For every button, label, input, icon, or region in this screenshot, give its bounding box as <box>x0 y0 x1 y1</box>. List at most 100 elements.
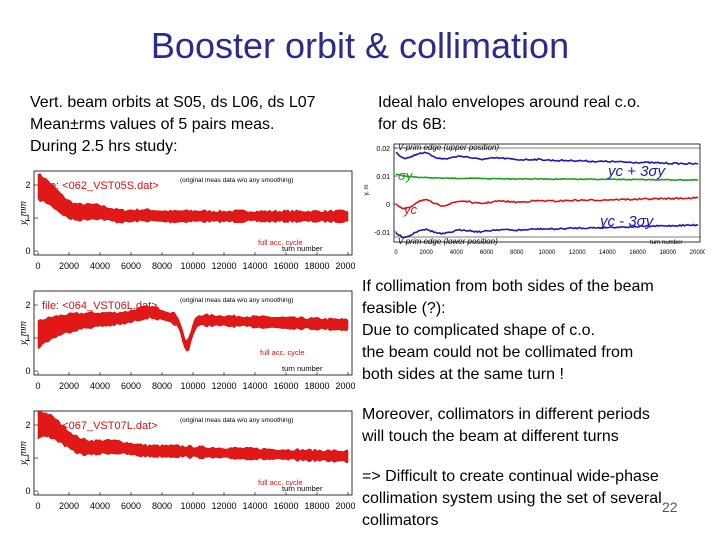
envelope-line <box>395 223 699 239</box>
x-tick-label: 14000 <box>242 501 267 511</box>
x-tick-label: 10000 <box>180 501 205 511</box>
minus-label: yc - 3σy <box>599 213 655 230</box>
paragraph-line: If collimation from both sides of the be… <box>362 278 654 295</box>
y-tick-label: 0 <box>25 486 30 496</box>
x-tick-label: 0 <box>35 381 40 391</box>
x-tick-label: 20000 <box>335 381 355 391</box>
y-tick-label: 1 <box>25 333 30 343</box>
slide-title: Booster orbit & collimation <box>150 25 570 66</box>
cycle-label: full acc. cycle <box>258 238 303 247</box>
paragraph-line: collimation system using the set of seve… <box>362 490 662 507</box>
file-label: file: <062_VST05S.dat> <box>42 180 159 192</box>
x-tick-label: 20000 <box>690 250 705 256</box>
x-tick-label: 14000 <box>599 250 616 256</box>
left-text: Vert. beam orbits at S05, ds L06, ds L07 <box>30 94 316 111</box>
figure: 0 1 2 0 2000 4000 6000 8000 10000 12000 14000 16000… <box>20 170 355 271</box>
yc-label: yc <box>403 202 418 217</box>
x-tick-label: 6000 <box>480 250 494 256</box>
x-tick-label: 6000 <box>121 381 141 391</box>
x-tick-label: 20000 <box>335 501 355 511</box>
x-tick-label: 14000 <box>242 381 267 391</box>
x-tick-label: 10000 <box>180 381 205 391</box>
paragraph-line: Due to complicated shape of c.o. <box>362 322 596 339</box>
x-axis-label: turn number <box>282 244 323 253</box>
x-axis-label: turn number <box>282 364 323 373</box>
x-tick-label: 4000 <box>90 261 110 271</box>
y-tick-label: 1 <box>25 453 30 463</box>
x-tick-label: 18000 <box>304 501 329 511</box>
x-tick-label: 6000 <box>121 501 141 511</box>
figure: 0 1 2 0 2000 4000 6000 8000 10000 12000 14000 16000… <box>20 410 355 511</box>
y-tick-label: 2 <box>25 180 30 190</box>
orbit-band <box>37 173 349 224</box>
x-tick-label: 4000 <box>90 381 110 391</box>
upper-label: V-prim edge (upper position) <box>398 143 499 152</box>
y-tick-label: 2 <box>25 420 30 430</box>
x-tick-label: 16000 <box>273 261 298 271</box>
y-axis-label: y, mm <box>20 201 28 226</box>
paragraph-line: the beam could not be collimated from <box>362 344 634 361</box>
x-tick-label: 10000 <box>180 261 205 271</box>
orbit-band <box>37 305 349 352</box>
x-tick-label: 4000 <box>90 501 110 511</box>
file-label: file: <067_VST07L.dat> <box>42 420 158 432</box>
x-tick-label: 18000 <box>304 261 329 271</box>
x-tick-label: 20000 <box>335 261 355 271</box>
y-axis-label: y, mm <box>20 441 28 466</box>
x-tick-label: 2000 <box>420 250 434 256</box>
left-text: Mean±rms values of 5 pairs meas. <box>30 116 275 133</box>
paragraph-line: collimators <box>362 512 439 529</box>
x-tick-label: 18000 <box>304 381 329 391</box>
y-axis-label: y, m <box>364 185 370 196</box>
x-tick-label: 2000 <box>59 501 79 511</box>
sigma-label: σy <box>398 168 414 183</box>
left-text: During 2.5 hrs study: <box>30 138 178 155</box>
right-heading: for ds 6B: <box>378 116 447 133</box>
envelope-line <box>395 196 699 210</box>
x-tick-label: 6000 <box>121 261 141 271</box>
envelope-line <box>395 173 699 182</box>
x-tick-label: 8000 <box>152 381 172 391</box>
y-tick-label: 2 <box>25 300 30 310</box>
x-tick-label: 0 <box>35 501 40 511</box>
paragraph-line: will touch the beam at different turns <box>362 428 619 445</box>
page-number: 22 <box>662 499 678 515</box>
envelope-line <box>395 151 699 166</box>
y-tick-label: 0 <box>25 366 30 376</box>
x-tick-label: 8000 <box>152 261 172 271</box>
orbit-band <box>37 410 349 463</box>
y-axis-label: y, mm <box>20 321 28 346</box>
x-tick-label: 2000 <box>59 381 79 391</box>
x-tick-label: 0 <box>35 261 40 271</box>
x-tick-label: 16000 <box>629 250 646 256</box>
x-tick-label: 12000 <box>569 250 586 256</box>
x-tick-label: 12000 <box>211 381 236 391</box>
x-tick-label: 8000 <box>510 250 524 256</box>
x-tick-label: 0 <box>394 250 398 256</box>
y-tick-label: 0.02 <box>376 146 390 153</box>
x-tick-label: 12000 <box>211 261 236 271</box>
x-tick-label: 18000 <box>659 250 676 256</box>
y-tick-label: 0 <box>25 246 30 256</box>
x-tick-label: 16000 <box>273 381 298 391</box>
y-tick-label: 1 <box>25 213 30 223</box>
right-heading: Ideal halo envelopes around real c.o. <box>378 94 641 111</box>
note: (original meas data w/o any smoothing) <box>180 297 293 304</box>
x-axis-label: turn number <box>650 240 682 246</box>
x-tick-label: 16000 <box>273 501 298 511</box>
note: (original meas data w/o any smoothing) <box>180 417 293 424</box>
x-tick-label: 10000 <box>539 250 556 256</box>
x-tick-label: 8000 <box>152 501 172 511</box>
y-tick-label: -0.01 <box>374 230 390 237</box>
figure: 0.02 0.01 0 -0.01 0 2000 4000 6000 8000 10000 1200… <box>364 143 705 256</box>
y-tick-label: 0.01 <box>376 174 390 181</box>
file-label: file: <064_VST06L.dat> <box>42 300 158 312</box>
x-tick-label: 2000 <box>59 261 79 271</box>
cycle-label: full acc. cycle <box>258 478 303 487</box>
cycle-label: full acc. cycle <box>260 348 305 357</box>
figure: 0 1 2 0 2000 4000 6000 8000 10000 12000 14000 16000… <box>20 290 355 391</box>
x-tick-label: 14000 <box>242 261 267 271</box>
lower-label: V-prim edge (lower position) <box>398 237 498 246</box>
x-tick-label: 4000 <box>450 250 464 256</box>
